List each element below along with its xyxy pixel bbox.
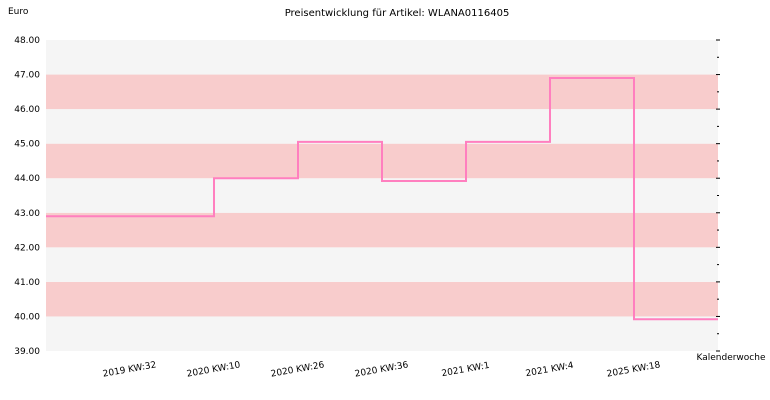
band: [46, 281, 718, 317]
band: [46, 109, 718, 144]
band: [46, 316, 718, 351]
y-axis-title: Euro: [8, 7, 29, 17]
band: [46, 40, 718, 75]
y-tick-label: 42.00: [14, 243, 40, 253]
x-tick-label: 2020 KW:36: [354, 360, 409, 379]
band: [46, 178, 718, 213]
x-tick-label: 2021 KW:1: [441, 361, 490, 379]
x-axis-title: Kalenderwoche: [696, 353, 765, 363]
x-tick-label: 2021 KW:4: [525, 361, 575, 379]
x-tick-label: 2025 KW:18: [606, 360, 661, 379]
y-tick-label: 40.00: [14, 312, 40, 322]
band: [46, 247, 718, 282]
y-tick-label: 41.00: [14, 278, 40, 288]
y-axis-ticks: 39.00 40.00 41.00 42.00 43.00 44.00 45.00 46.00…: [14, 36, 720, 357]
y-tick-label: 39.00: [14, 347, 40, 357]
x-tick-label: 2020 KW:26: [270, 360, 325, 379]
y-tick-label: 44.00: [14, 174, 40, 184]
x-axis-labels: 2019 KW:32 2020 KW:10 2020 KW:26 2020 KW:36…: [102, 360, 661, 379]
x-tick-label: 2020 KW:10: [186, 360, 241, 379]
y-tick-label: 43.00: [14, 209, 40, 219]
band: [46, 212, 718, 248]
chart-title: Preisentwicklung für Artikel: WLANA01164…: [285, 8, 510, 19]
y-tick-label: 46.00: [14, 105, 40, 115]
x-tick-label: 2019 KW:32: [102, 360, 157, 379]
band: [46, 74, 718, 110]
y-tick-label: 47.00: [14, 71, 40, 81]
y-tick-label: 48.00: [14, 36, 40, 46]
price-step-line: [46, 77, 718, 321]
y-tick-label: 45.00: [14, 140, 40, 150]
plot-background-bands: [46, 40, 718, 351]
